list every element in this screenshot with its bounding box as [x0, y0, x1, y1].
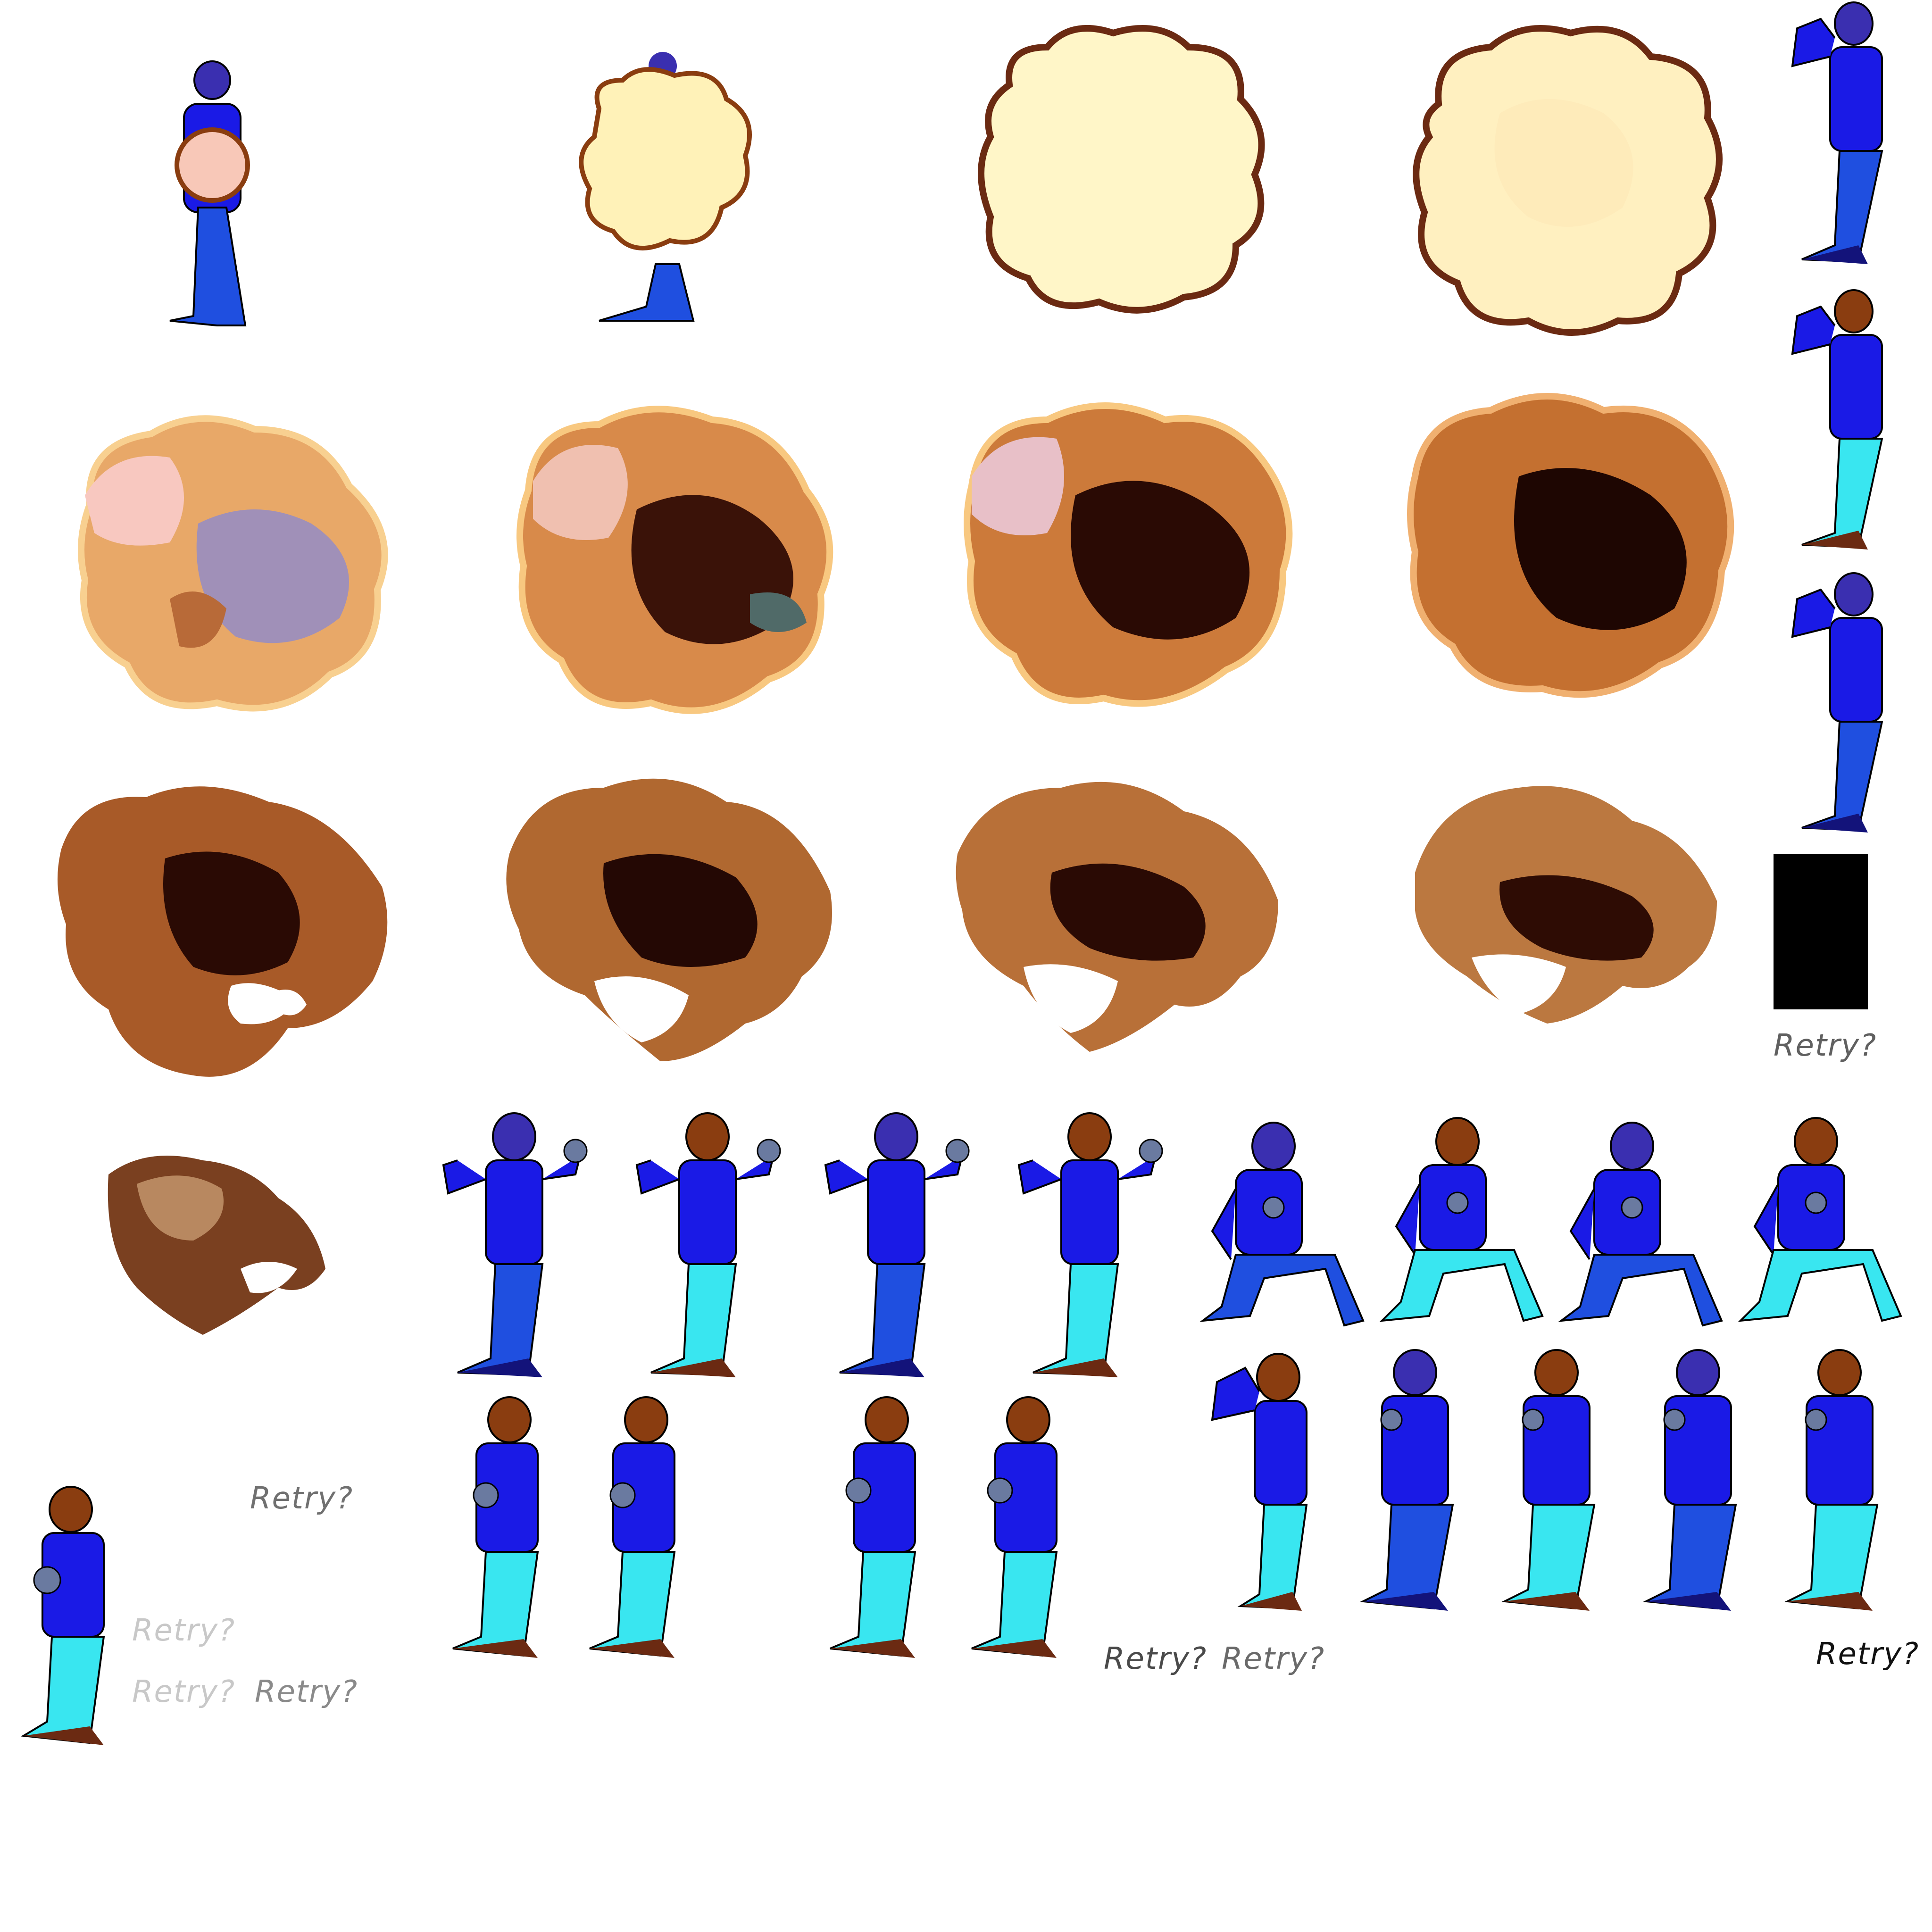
character-sprite-exploding-2 — [571, 52, 759, 322]
character-sprite-idle-2 — [443, 1396, 566, 1660]
retry-label: Retry? — [132, 1674, 236, 1709]
character-sprite-up-pose-2 — [1495, 1349, 1618, 1613]
retry-label: Retry? — [1104, 1641, 1208, 1676]
character-sprite-up-pose-3 — [1637, 1349, 1759, 1613]
character-sprite-drinking-2 — [1774, 288, 1915, 552]
character-sprite-idle-5 — [962, 1396, 1085, 1660]
character-sprite-up-pose-4 — [1778, 1349, 1901, 1613]
character-sprite-left-pose-1 — [434, 1112, 590, 1377]
character-sprite-idle-4 — [821, 1396, 943, 1660]
character-sprite-down-pose-1 — [1193, 1118, 1368, 1330]
character-sprite-drinking-3 — [1774, 571, 1915, 835]
character-sprite-drinking-1 — [1774, 0, 1915, 269]
character-sprite-left-pose-3 — [816, 1112, 972, 1377]
explosion-frame-5 — [962, 391, 1302, 722]
retry-label: Retry? — [250, 1481, 354, 1516]
retry-label: Retry? — [255, 1674, 358, 1709]
explosion-frame-6 — [1406, 382, 1745, 712]
retry-label: Retry? — [132, 1613, 236, 1648]
black-screen-frame — [1774, 854, 1868, 1009]
explosion-frame-11 — [99, 1146, 335, 1335]
character-sprite-left-pose-2 — [627, 1112, 783, 1377]
character-sprite-left-pose-4 — [1009, 1112, 1165, 1377]
character-sprite-exploding-1 — [151, 52, 274, 326]
explosion-frame-8 — [500, 759, 849, 1080]
retry-label: Retry? — [1222, 1641, 1325, 1676]
retry-label: Retry? — [1774, 1028, 1877, 1063]
explosion-frame-9 — [948, 759, 1288, 1066]
explosion-frame-2 — [1406, 19, 1726, 340]
character-sprite-down-pose-3 — [1552, 1118, 1726, 1330]
explosion-frame-7 — [52, 764, 401, 1094]
character-sprite-idle-3 — [580, 1396, 703, 1660]
character-sprite-down-pose-4 — [1731, 1113, 1906, 1330]
character-sprite-up-pose-1 — [1354, 1349, 1476, 1613]
explosion-frame-1 — [972, 19, 1274, 321]
character-sprite-down-pose-2 — [1373, 1113, 1547, 1330]
explosion-frame-4 — [514, 396, 844, 726]
character-sprite-idle-1 — [19, 1486, 113, 1745]
character-sprite-drinking-4 — [1198, 1349, 1340, 1613]
explosion-frame-3 — [75, 401, 396, 722]
explosion-frame-10 — [1406, 769, 1726, 1033]
retry-label: Retry? — [1816, 1637, 1920, 1672]
